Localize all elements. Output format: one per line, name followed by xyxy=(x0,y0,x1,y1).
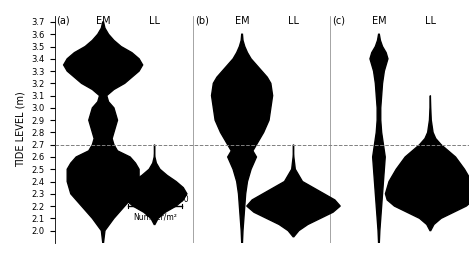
Polygon shape xyxy=(370,34,388,243)
Y-axis label: TIDE LEVEL (m): TIDE LEVEL (m) xyxy=(16,92,26,167)
Text: 300: 300 xyxy=(175,195,190,204)
Polygon shape xyxy=(64,22,143,243)
Text: EM: EM xyxy=(372,16,386,26)
Polygon shape xyxy=(122,145,187,224)
Text: LL: LL xyxy=(425,16,436,26)
Polygon shape xyxy=(211,34,273,243)
Text: EM: EM xyxy=(235,16,249,26)
Text: LL: LL xyxy=(288,16,299,26)
Text: EM: EM xyxy=(96,16,110,26)
Text: (c): (c) xyxy=(332,16,346,26)
Polygon shape xyxy=(247,145,340,237)
Text: LL: LL xyxy=(149,16,160,26)
Polygon shape xyxy=(385,96,474,231)
Text: (a): (a) xyxy=(56,16,70,26)
Text: 0: 0 xyxy=(126,195,130,204)
Text: (b): (b) xyxy=(196,16,210,26)
Text: Number/m²: Number/m² xyxy=(133,212,177,221)
